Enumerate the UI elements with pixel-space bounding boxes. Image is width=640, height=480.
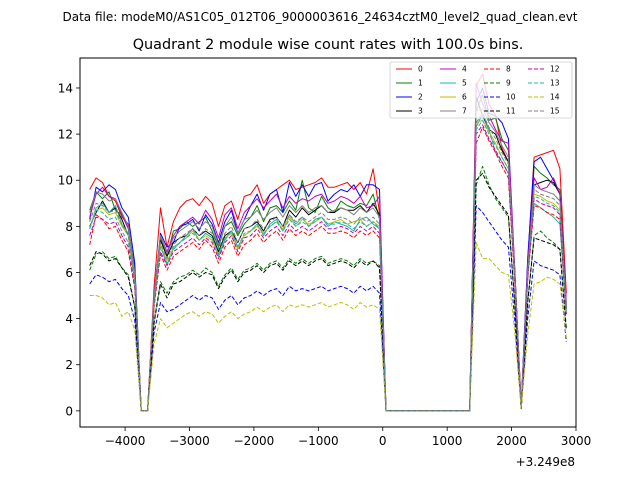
series-line-10 <box>89 205 567 412</box>
series-line-2 <box>89 87 567 412</box>
legend-label-8: 8 <box>506 65 511 74</box>
x-axis-offset-label: +3.249e8 <box>516 455 575 469</box>
y-tick-label: 8 <box>65 220 73 234</box>
legend-label-13: 13 <box>550 79 560 88</box>
y-tick-label: 6 <box>65 266 73 280</box>
series-line-13 <box>89 119 567 412</box>
series-line-12 <box>89 124 567 412</box>
legend-label-10: 10 <box>506 93 516 102</box>
y-axis: 0 2 4 6 8 10 12 14 <box>58 81 80 418</box>
series-line-11 <box>89 172 567 412</box>
x-tick-label: 1000 <box>432 434 463 448</box>
legend-label-0: 0 <box>418 65 423 74</box>
series-line-5 <box>89 112 567 412</box>
series-line-15 <box>89 112 567 412</box>
data-file-caption: Data file: modeM0/AS1C05_012T06_90000036… <box>62 10 577 24</box>
x-tick-label: −1000 <box>298 434 339 448</box>
legend-label-4: 4 <box>462 65 467 74</box>
plot-area-frame <box>79 57 577 428</box>
legend-label-5: 5 <box>462 79 467 88</box>
legend-label-1: 1 <box>418 79 423 88</box>
y-tick-label: 4 <box>65 312 73 326</box>
series-line-7 <box>89 108 567 412</box>
x-tick-label: −2000 <box>234 434 275 448</box>
x-tick-label: −4000 <box>105 434 146 448</box>
x-tick-label: −3000 <box>169 434 210 448</box>
y-tick-label: 14 <box>58 81 73 95</box>
x-tick-label: 3000 <box>561 434 592 448</box>
legend-label-2: 2 <box>418 93 423 102</box>
legend-label-6: 6 <box>462 93 467 102</box>
legend-label-12: 12 <box>550 65 560 74</box>
chart-title: Quadrant 2 module wise count rates with … <box>133 37 524 53</box>
legend-label-3: 3 <box>418 107 423 116</box>
series-line-9 <box>89 165 567 412</box>
legend-label-15: 15 <box>550 107 560 116</box>
legend-label-7: 7 <box>462 107 467 116</box>
x-axis: −4000 −3000 −2000 −1000 0 1000 2000 3000 <box>105 427 591 448</box>
y-tick-label: 10 <box>58 174 73 188</box>
legend-frame <box>389 61 573 119</box>
x-tick-label: 0 <box>379 434 387 448</box>
series-layer <box>89 73 567 412</box>
series-line-8 <box>89 126 567 412</box>
y-tick-label: 0 <box>65 404 73 418</box>
y-tick-label: 2 <box>65 358 73 372</box>
series-line-14 <box>89 242 567 412</box>
x-tick-label: 2000 <box>496 434 527 448</box>
y-tick-label: 12 <box>58 128 73 142</box>
legend-label-14: 14 <box>550 93 560 102</box>
legend-label-11: 11 <box>506 107 516 116</box>
legend-label-9: 9 <box>506 79 511 88</box>
